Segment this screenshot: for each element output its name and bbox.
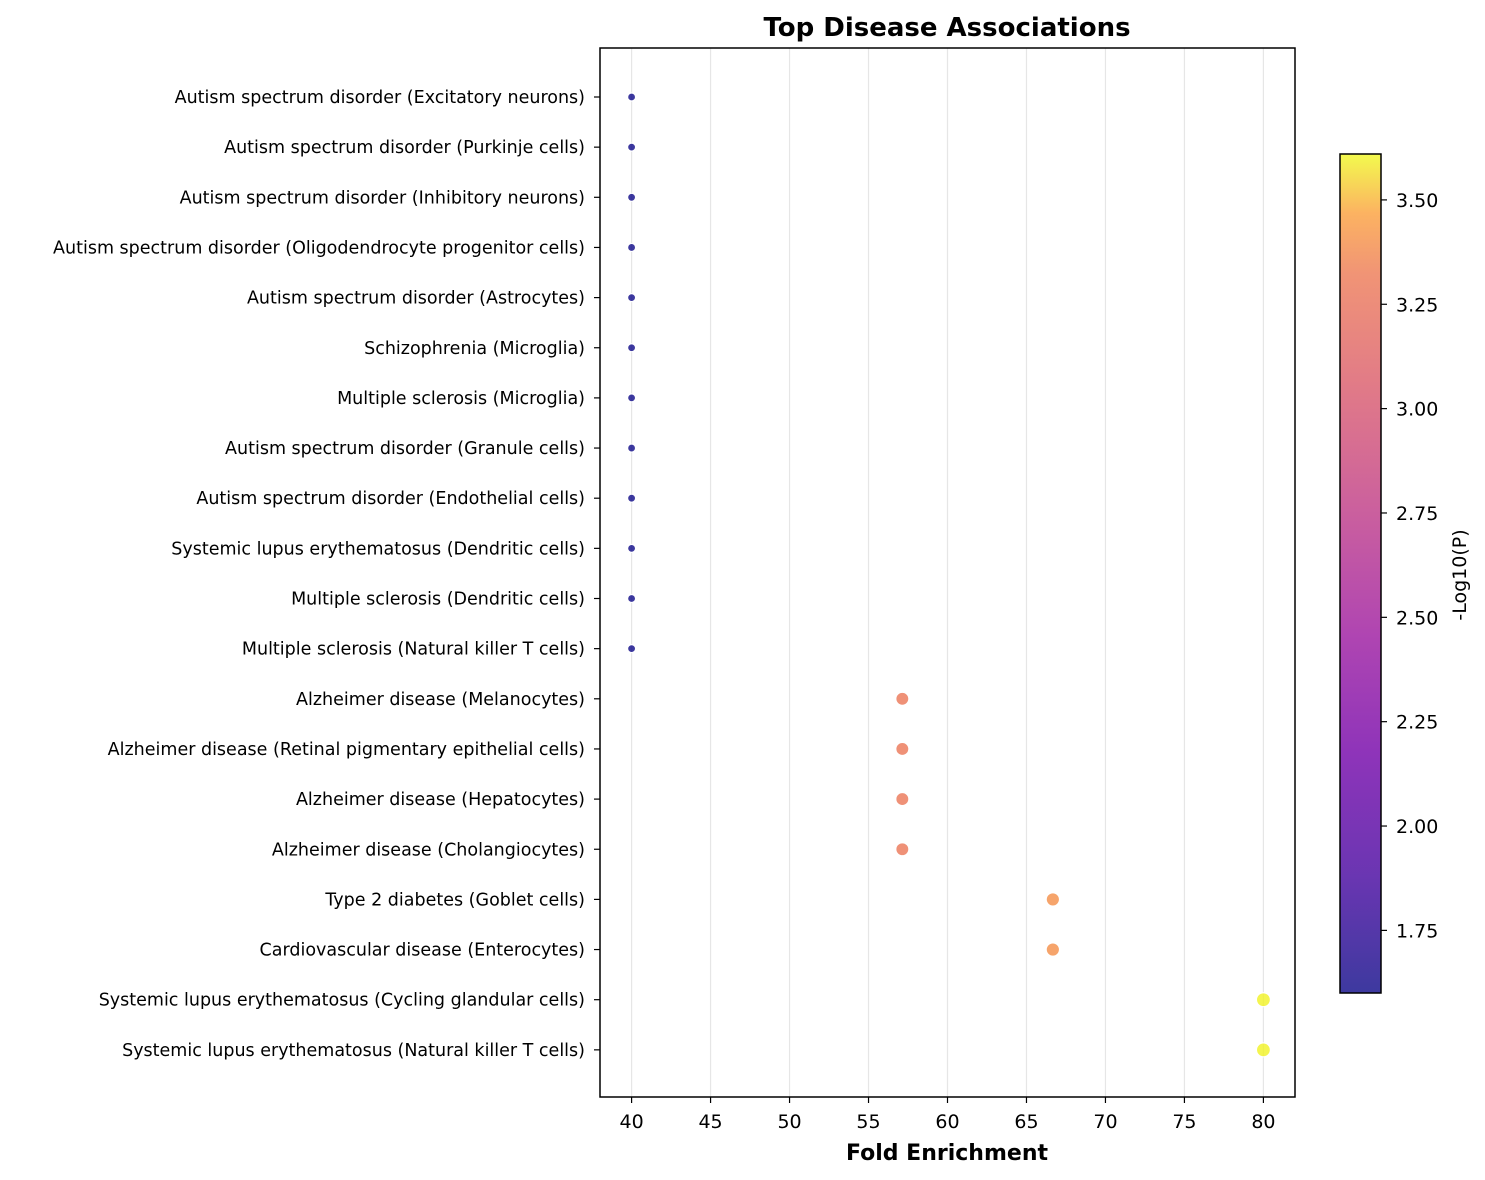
grid-layer [630,48,1265,1097]
colorbar-frame [1339,153,1382,994]
colorbar-tick-label: 1.75 [1396,920,1438,942]
colorbar-tick-label: 3.25 [1396,294,1438,316]
y-tick-label: Autism spectrum disorder (Excitatory neu… [175,88,585,108]
y-tick-label: Alzheimer disease (Retinal pigmentary ep… [108,740,585,760]
y-tick-label: Multiple sclerosis (Microglia) [337,389,585,409]
data-point [1255,1042,1271,1058]
chart-title: Top Disease Associations [763,13,1130,43]
x-tick-label: 50 [777,1111,801,1133]
data-point [1255,992,1271,1008]
x-tick-label: 65 [1014,1111,1038,1133]
y-tick-label: Autism spectrum disorder (Endothelial ce… [196,489,585,509]
data-point [1045,942,1061,957]
data-point [895,741,910,757]
y-tick-label: Alzheimer disease (Melanocytes) [296,690,585,710]
y-tick-label: Systemic lupus erythematosus (Dendritic … [171,539,585,559]
x-tick-label: 55 [856,1111,880,1133]
y-tick-label: Alzheimer disease (Hepatocytes) [296,790,585,810]
y-axis: Autism spectrum disorder (Excitatory neu… [53,88,600,1061]
x-tick-label: 75 [1172,1111,1196,1133]
data-point [626,393,637,403]
y-tick-label: Systemic lupus erythematosus (Cycling gl… [99,991,585,1011]
y-tick-label: Autism spectrum disorder (Purkinje cells… [224,138,585,158]
data-point [626,192,637,202]
x-tick-label: 70 [1093,1111,1117,1133]
colorbar-tick-label: 2.50 [1396,607,1438,629]
x-axis-label: Fold Enrichment [846,1141,1048,1166]
colorbar-tick-label: 2.75 [1396,503,1438,525]
colorbar-gradient [1340,154,1381,993]
data-point [895,691,910,706]
x-axis: 40 45 50 55 60 65 70 75 80 [619,1097,1276,1133]
colorbar-ticks: 1.75 2.00 2.25 2.50 2.75 3.00 3.25 3.50 [1381,190,1438,942]
data-point [626,593,637,604]
data-point [626,543,637,553]
colorbar-tick-label: 3.00 [1396,399,1438,421]
data-point [626,443,637,453]
colorbar-tick-label: 3.50 [1396,190,1438,212]
x-tick-label: 40 [619,1111,643,1133]
data-point [626,644,637,654]
data-point [626,293,637,303]
data-point [895,791,910,807]
y-tick-label: Cardiovascular disease (Enterocytes) [260,941,585,961]
x-tick-label: 80 [1251,1111,1275,1133]
y-tick-label: Alzheimer disease (Cholangiocytes) [272,840,585,860]
data-point [626,92,637,102]
data-point [626,142,637,152]
colorbar-tick-label: 2.00 [1396,816,1438,838]
data-point [626,343,637,353]
y-tick-label: Systemic lupus erythematosus (Natural ki… [122,1041,585,1061]
y-tick-label: Autism spectrum disorder (Oligodendrocyt… [53,238,585,258]
points-layer [626,92,1271,1058]
colorbar-label: -Log10(P) [1449,529,1471,620]
y-tick-label: Type 2 diabetes (Goblet cells) [324,890,585,910]
y-tick-label: Autism spectrum disorder (Granule cells) [225,439,585,459]
data-point [626,493,637,503]
colorbar: 1.75 2.00 2.25 2.50 2.75 3.00 3.25 3.50 -Log10(… [1339,153,1471,994]
y-tick-label: Autism spectrum disorder (Astrocytes) [247,289,585,309]
y-tick-label: Multiple sclerosis (Natural killer T cel… [242,640,585,660]
x-tick-label: 60 [935,1111,959,1133]
y-tick-label: Autism spectrum disorder (Inhibitory neu… [180,188,585,208]
x-tick-label: 45 [698,1111,722,1133]
data-point [626,242,637,253]
colorbar-tick-label: 2.25 [1396,712,1438,734]
y-tick-label: Multiple sclerosis (Dendritic cells) [291,590,585,610]
data-point [895,842,910,857]
data-point [1045,892,1061,907]
y-tick-label: Schizophrenia (Microglia) [364,339,585,359]
